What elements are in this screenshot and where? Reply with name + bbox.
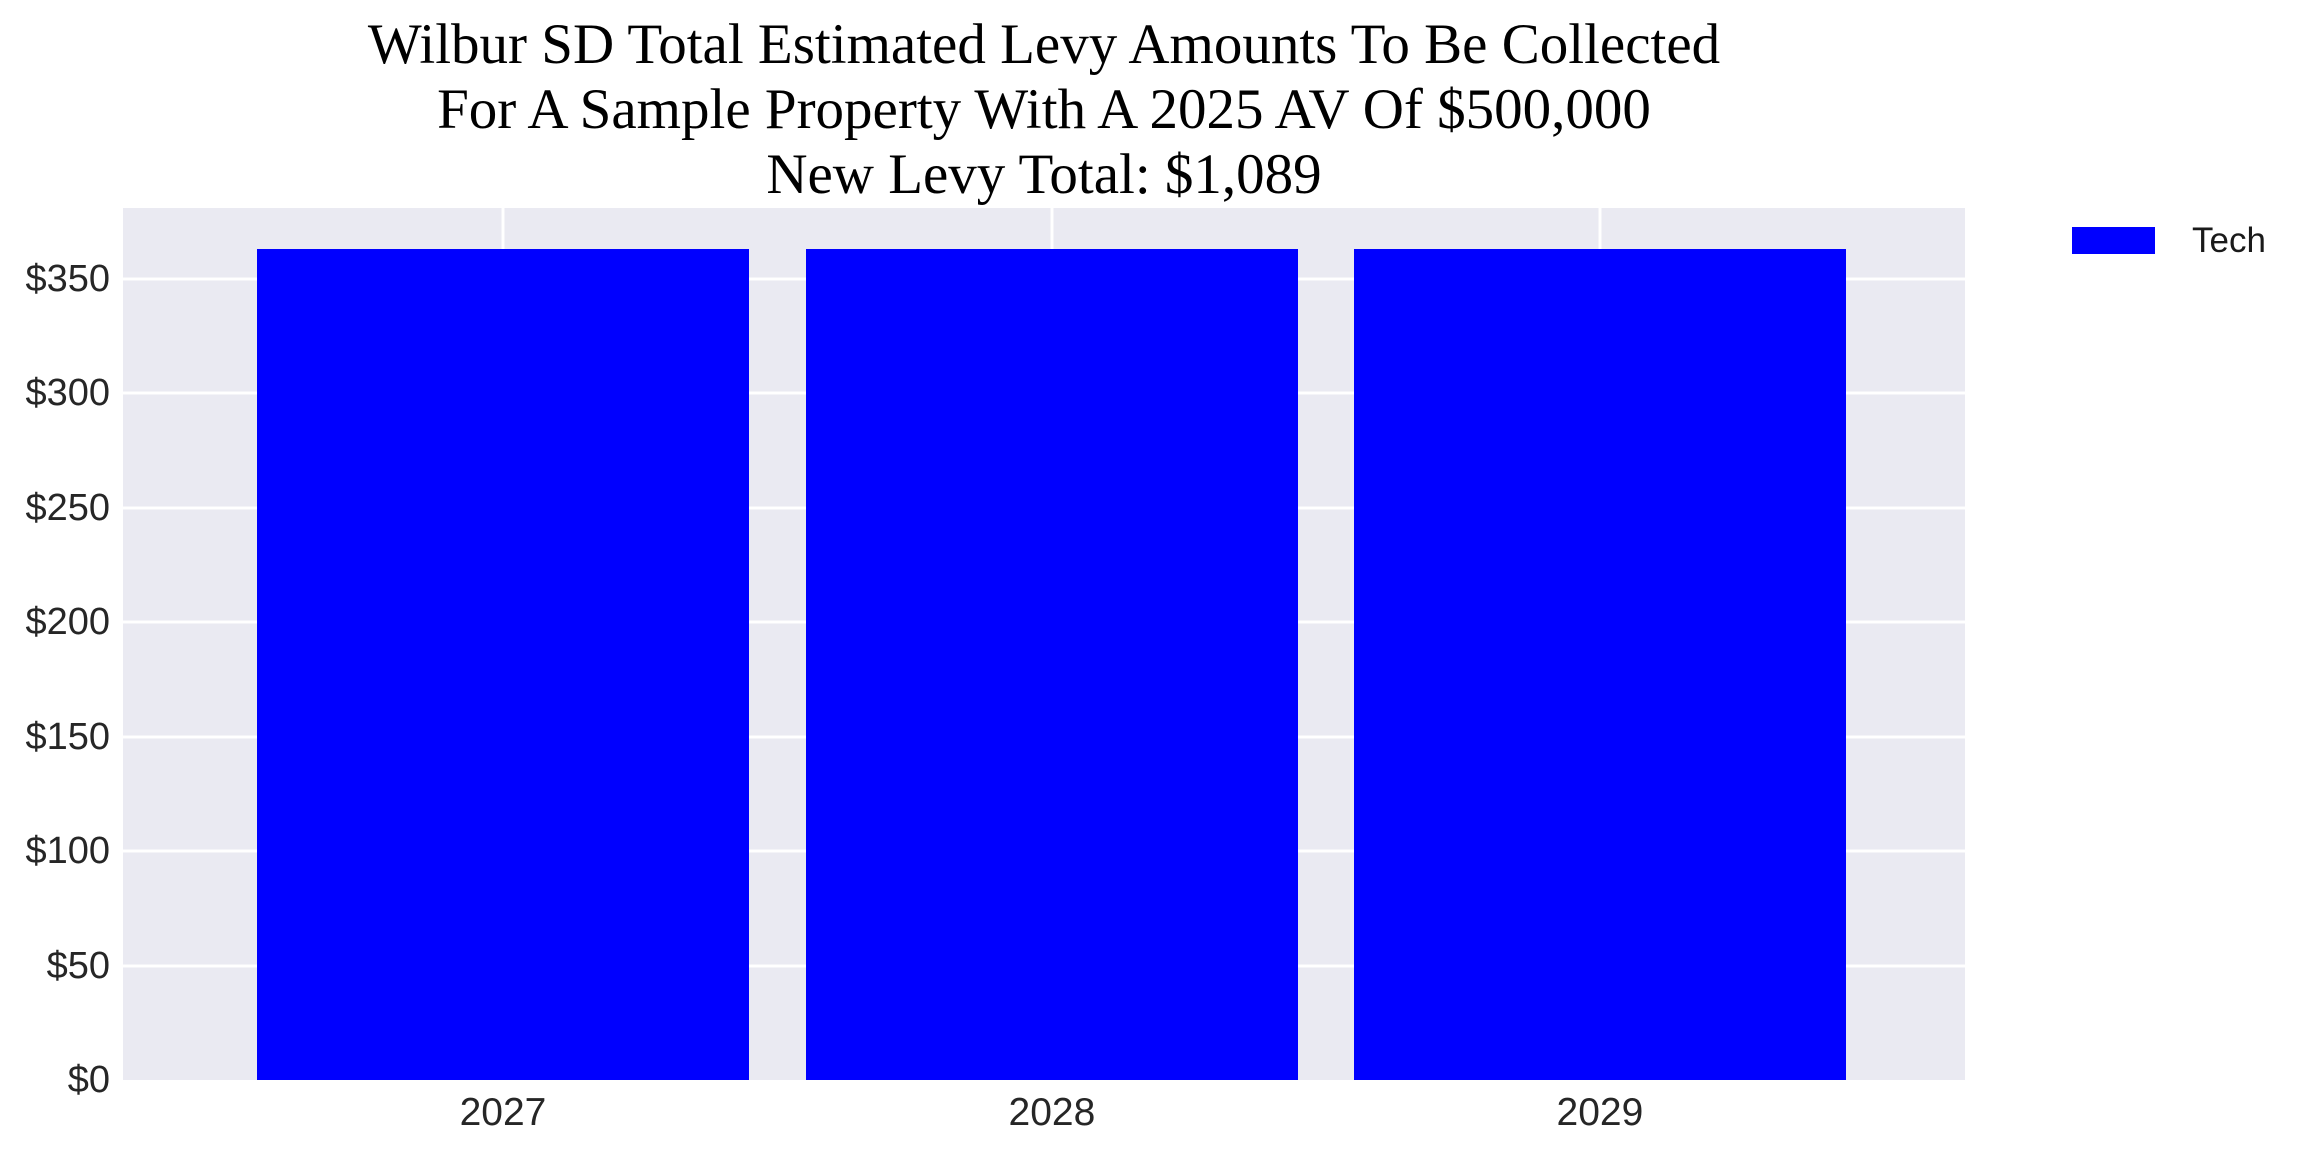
legend-swatch-tech xyxy=(2072,227,2155,254)
y-tick-label-100: $100 xyxy=(25,830,110,873)
chart-title-line-3: New Levy Total: $1,089 xyxy=(766,143,1322,206)
chart-title-line-2: For A Sample Property With A 2025 AV Of … xyxy=(437,78,1651,141)
bar-tech-2028 xyxy=(805,249,1298,1080)
y-tick-label-300: $300 xyxy=(25,372,110,415)
y-tick-label-200: $200 xyxy=(25,601,110,644)
y-tick-label-350: $350 xyxy=(25,257,110,300)
chart-title: Wilbur SD Total Estimated Levy Amounts T… xyxy=(123,12,1965,207)
chart-title-line-1: Wilbur SD Total Estimated Levy Amounts T… xyxy=(367,13,1721,76)
x-tick-label-2027: 2027 xyxy=(459,1091,547,1134)
plot-area: $0 $50 $100 $150 $200 $250 $300 $350 2027 2028 202… xyxy=(25,208,1965,1132)
x-tick-label-2029: 2029 xyxy=(1556,1091,1644,1134)
bar-tech-2027 xyxy=(257,249,749,1080)
y-tick-label-150: $150 xyxy=(25,715,110,758)
bar-tech-2029 xyxy=(1353,249,1846,1080)
x-tick-label-2028: 2028 xyxy=(1008,1091,1096,1134)
legend: Tech xyxy=(2072,223,2266,258)
y-tick-label-50: $50 xyxy=(46,944,110,987)
y-tick-label-0: $0 xyxy=(67,1059,110,1101)
y-tick-label-250: $250 xyxy=(25,486,110,529)
legend-label-tech: Tech xyxy=(2192,221,2266,260)
